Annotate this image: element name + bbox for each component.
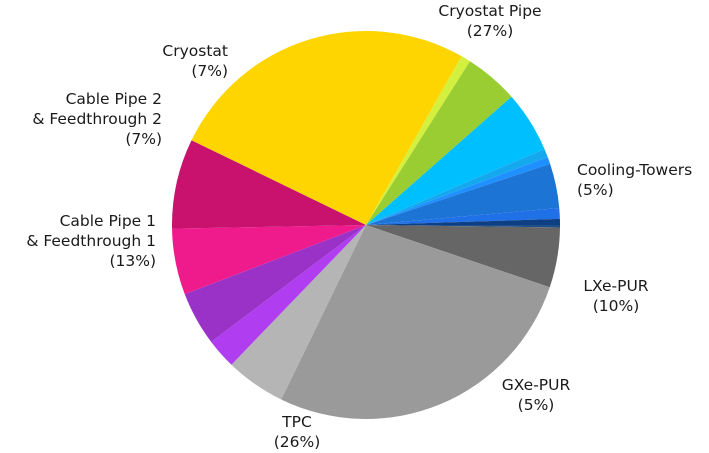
pie-slice-cable-pipe-2-feedthrough-2-4 [211,225,366,365]
pie-slice-lxe-pur-15 [366,207,560,225]
label-cryostat-pipe-pct: (27%) [466,22,514,40]
label-cable-pipe-2: Cable Pipe 2 & Feedthrough 2 (7%) [10,89,162,149]
label-cable-pipe-2-line1: Cable Pipe 2 [65,90,162,108]
label-cryostat-pipe: Cryostat Pipe (27%) [420,1,560,41]
label-tpc-name: TPC [282,413,312,431]
pie-slice-gxe-pur-9 [366,56,470,225]
label-cable-pipe-1-pct: (13%) [109,252,156,270]
pie-slice-cable-pipe-2-feedthrough-2-5 [184,225,366,342]
pie-slice-cable-pipe-1-feedthrough-1-6 [172,225,366,295]
label-cooling-towers-name: Cooling-Towers [577,161,693,179]
label-lxe-pur-name: LXe-PUR [583,277,649,295]
label-gxe-pur-name: GXe-PUR [501,376,571,394]
pie-slice-tpc-8 [191,31,462,225]
label-cooling-towers-pct: (5%) [577,181,614,199]
label-cable-pipe-1: Cable Pipe 1 & Feedthrough 1 (13%) [0,211,156,271]
pie-slice-lxe-pur-12 [366,149,548,225]
label-cable-pipe-1-line2: & Feedthrough 1 [26,232,156,250]
label-lxe-pur: LXe-PUR (10%) [566,276,666,316]
pie-slice-cooling-towers-1 [366,225,560,288]
label-cryostat-name: Cryostat [162,42,228,60]
pie-slice-cooling-towers-16 [366,218,560,225]
pie-slice-lxe-pur-13 [366,156,551,225]
label-tpc-pct: (26%) [273,433,321,451]
pie-slice-cryostat-3 [231,225,366,400]
label-tpc: TPC (26%) [262,412,332,452]
label-cryostat-pipe-name: Cryostat Pipe [438,2,542,20]
pie-slice-cooling-towers-0 [366,225,560,228]
pie-slice-lxe-pur-14 [366,163,560,225]
pie-slice-lxe-pur-11 [366,96,545,225]
label-cable-pipe-2-pct: (7%) [125,130,162,148]
label-cooling-towers: Cooling-Towers (5%) [577,160,709,200]
label-cryostat-pct: (7%) [191,62,228,80]
pie-slice-cryostat-pipe-2 [281,225,550,420]
label-lxe-pur-pct: (10%) [592,297,640,315]
label-cryostat: Cryostat (7%) [120,41,228,81]
label-cable-pipe-1-line1: Cable Pipe 1 [59,212,156,230]
pie-slice-cable-pipe-1-feedthrough-1-7 [172,140,366,229]
pie-slice-gxe-pur-10 [366,61,512,226]
label-gxe-pur-pct: (5%) [517,396,555,414]
label-gxe-pur: GXe-PUR (5%) [488,375,584,415]
label-cable-pipe-2-line2: & Feedthrough 2 [32,110,162,128]
